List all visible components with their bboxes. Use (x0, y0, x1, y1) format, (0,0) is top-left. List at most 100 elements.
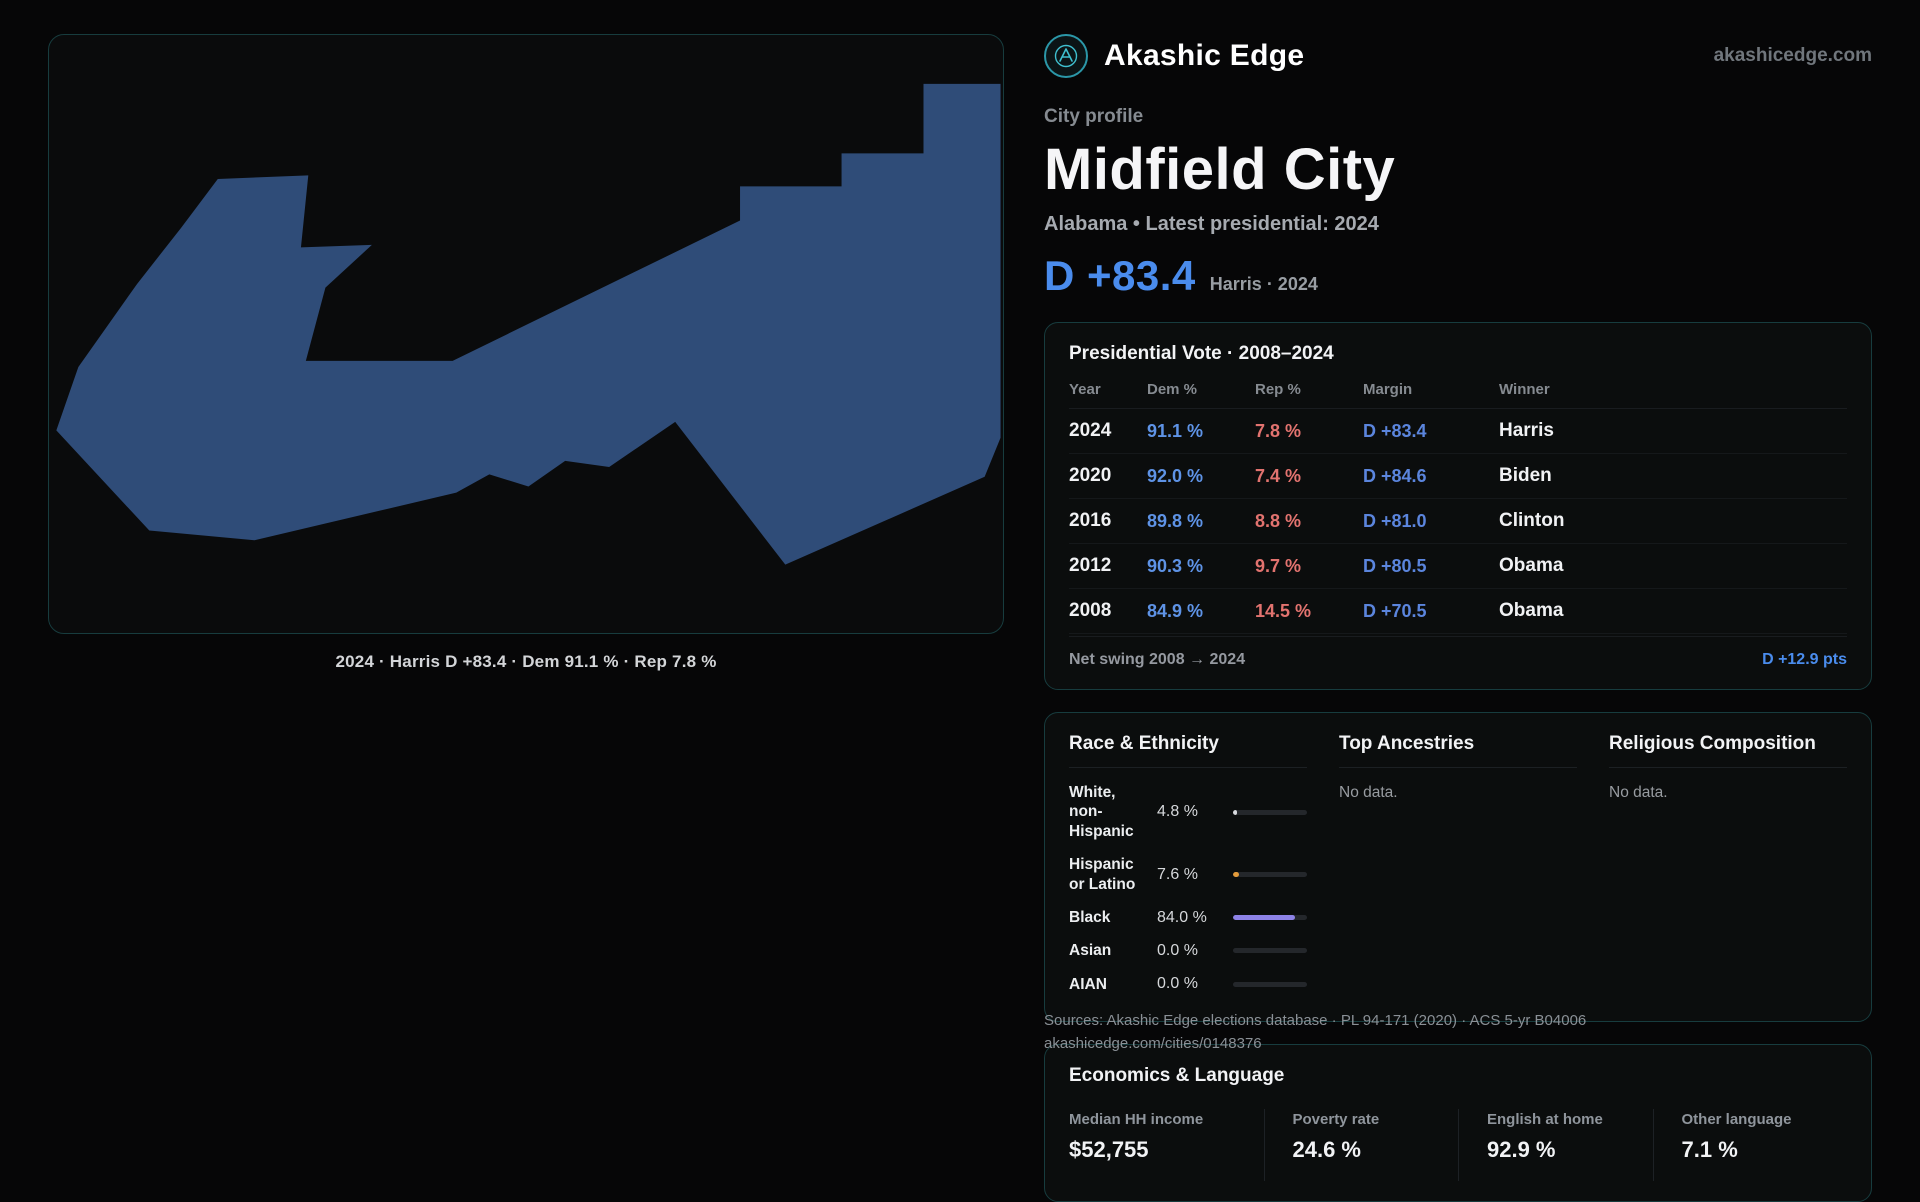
margin-cell: D +81.0 (1363, 510, 1427, 531)
col-year: Year (1069, 381, 1101, 398)
city-shape (56, 83, 1001, 565)
race-label: Asian (1069, 942, 1112, 960)
dem-cell: 84.9 % (1147, 600, 1204, 621)
race-bar-fill (1233, 872, 1239, 877)
dem-cell: 91.1 % (1147, 420, 1204, 441)
stat-value: 7.1 % (1681, 1137, 1738, 1162)
col-winner: Winner (1499, 381, 1550, 398)
race-label: Black (1069, 908, 1111, 926)
race-bar-track (1233, 872, 1307, 877)
net-swing-value: D +12.9 pts (1762, 651, 1847, 668)
net-swing-label: Net swing 2008 → 2024 (1069, 651, 1246, 668)
dem-cell: 90.3 % (1147, 555, 1204, 576)
race-label: White, non-Hispanic (1069, 784, 1134, 840)
sources-footer: Sources: Akashic Edge elections database… (1044, 1010, 1586, 1055)
presidential-vote-panel: Presidential Vote · 2008–2024 Year Dem %… (1044, 322, 1872, 690)
col-margin: Margin (1363, 381, 1413, 398)
year-cell: 2008 (1069, 600, 1112, 621)
site-link[interactable]: akashicedge.com (1713, 45, 1872, 66)
winner-cell: Harris (1499, 420, 1554, 441)
presidential-vote-title: Presidential Vote · 2008–2024 (1069, 343, 1334, 364)
race-label: Hispanic or Latino (1069, 856, 1136, 893)
economics-title: Economics & Language (1069, 1065, 1285, 1086)
margin-cell: D +83.4 (1363, 420, 1427, 441)
emblem-icon (1054, 44, 1078, 68)
ancestries-no-data: No data. (1339, 784, 1398, 801)
winner-cell: Obama (1499, 555, 1564, 576)
stat-value: $52,755 (1069, 1137, 1149, 1162)
dem-cell: 89.8 % (1147, 510, 1204, 531)
margin-cell: D +70.5 (1363, 600, 1427, 621)
winner-cell: Biden (1499, 465, 1552, 486)
winner-cell: Obama (1499, 600, 1564, 621)
margin-cell: D +84.6 (1363, 465, 1427, 486)
race-list: White, non-Hispanic 4.8 % Hispanic or La… (1069, 776, 1307, 1001)
economics-panel: Economics & Language Median HH income $5… (1044, 1044, 1872, 1202)
page-subtitle: Alabama • Latest presidential: 2024 (1044, 213, 1379, 235)
religious-composition-title: Religious Composition (1609, 733, 1847, 768)
religious-composition-section: Religious Composition No data. (1609, 733, 1847, 1001)
race-ethnicity-section: Race & Ethnicity White, non-Hispanic 4.8… (1069, 733, 1307, 1001)
race-bar-track (1233, 981, 1307, 987)
stat-other-language: Other language 7.1 % (1652, 1109, 1848, 1181)
col-dem: Dem % (1147, 381, 1198, 398)
race-row-white: White, non-Hispanic 4.8 % (1069, 776, 1307, 848)
stat-english-at-home: English at home 92.9 % (1458, 1109, 1653, 1181)
app-header: Akashic Edge akashicedge.com (1044, 34, 1872, 78)
race-bar-fill (1233, 809, 1237, 815)
rep-cell: 14.5 % (1255, 600, 1312, 621)
race-bar-track (1233, 915, 1307, 921)
rep-cell: 7.8 % (1255, 420, 1302, 441)
stat-label: Median HH income (1069, 1111, 1204, 1128)
race-value: 0.0 % (1157, 975, 1198, 993)
brand-name: Akashic Edge (1104, 39, 1305, 72)
map-column: 2024 · Harris D +83.4 · Dem 91.1 % · Rep… (48, 34, 1004, 1080)
rep-cell: 7.4 % (1255, 465, 1302, 486)
top-ancestries-section: Top Ancestries No data. (1339, 733, 1577, 1001)
race-row-black: Black 84.0 % (1069, 901, 1307, 934)
race-value: 84.0 % (1157, 908, 1207, 926)
race-row-hispanic: Hispanic or Latino 7.6 % (1069, 848, 1307, 901)
vote-table-header: Year Dem % Rep % Margin Winner (1069, 381, 1847, 409)
margin-cell: D +80.5 (1363, 555, 1427, 576)
headline-margin-row: D +83.4 Harris · 2024 (1044, 252, 1872, 300)
stat-label: Other language (1681, 1111, 1792, 1128)
race-value: 7.6 % (1157, 865, 1198, 883)
demographics-panel: Race & Ethnicity White, non-Hispanic 4.8… (1044, 712, 1872, 1022)
stat-median-income: Median HH income $52,755 (1069, 1109, 1264, 1181)
akashic-edge-logo-icon (1044, 34, 1088, 78)
year-cell: 2024 (1069, 420, 1112, 441)
year-cell: 2020 (1069, 465, 1112, 486)
race-value: 4.8 % (1157, 803, 1198, 821)
page-kicker: City profile (1044, 106, 1144, 127)
top-ancestries-title: Top Ancestries (1339, 733, 1577, 768)
race-label: AIAN (1069, 975, 1107, 993)
economics-stats: Median HH income $52,755 Poverty rate 24… (1069, 1109, 1847, 1181)
city-boundary-map (56, 83, 1001, 565)
net-swing-row: Net swing 2008 → 2024 D +12.9 pts (1069, 636, 1847, 669)
vote-row-2016: 2016 89.8 % 8.8 % D +81.0 Clinton (1069, 499, 1847, 544)
race-row-asian: Asian 0.0 % (1069, 934, 1307, 967)
race-row-aian: AIAN 0.0 % (1069, 968, 1307, 1001)
stat-value: 92.9 % (1487, 1137, 1556, 1162)
headline-margin-value: D +83.4 (1044, 252, 1196, 299)
page-title: Midfield City (1044, 137, 1396, 202)
city-map-card (48, 34, 1004, 634)
col-rep: Rep % (1255, 381, 1301, 398)
race-bar-track (1233, 948, 1307, 954)
year-cell: 2012 (1069, 555, 1112, 576)
stat-label: Poverty rate (1292, 1111, 1380, 1128)
rep-cell: 8.8 % (1255, 510, 1302, 531)
dem-cell: 92.0 % (1147, 465, 1204, 486)
headline-margin-note: Harris · 2024 (1209, 274, 1318, 294)
race-value: 0.0 % (1157, 941, 1198, 959)
winner-cell: Clinton (1499, 510, 1565, 531)
city-profile-page: 2024 · Harris D +83.4 · Dem 91.1 % · Rep… (48, 34, 1872, 1202)
detail-column: Akashic Edge akashicedge.com City profil… (1044, 34, 1872, 1202)
stat-value: 24.6 % (1292, 1137, 1362, 1162)
permalink[interactable]: akashicedge.com/cities/0148376 (1044, 1034, 1262, 1052)
vote-row-2024: 2024 91.1 % 7.8 % D +83.4 Harris (1069, 409, 1847, 454)
race-bar-fill (1233, 915, 1296, 921)
stat-poverty-rate: Poverty rate 24.6 % (1263, 1109, 1459, 1181)
map-caption: 2024 · Harris D +83.4 · Dem 91.1 % · Rep… (335, 652, 717, 671)
